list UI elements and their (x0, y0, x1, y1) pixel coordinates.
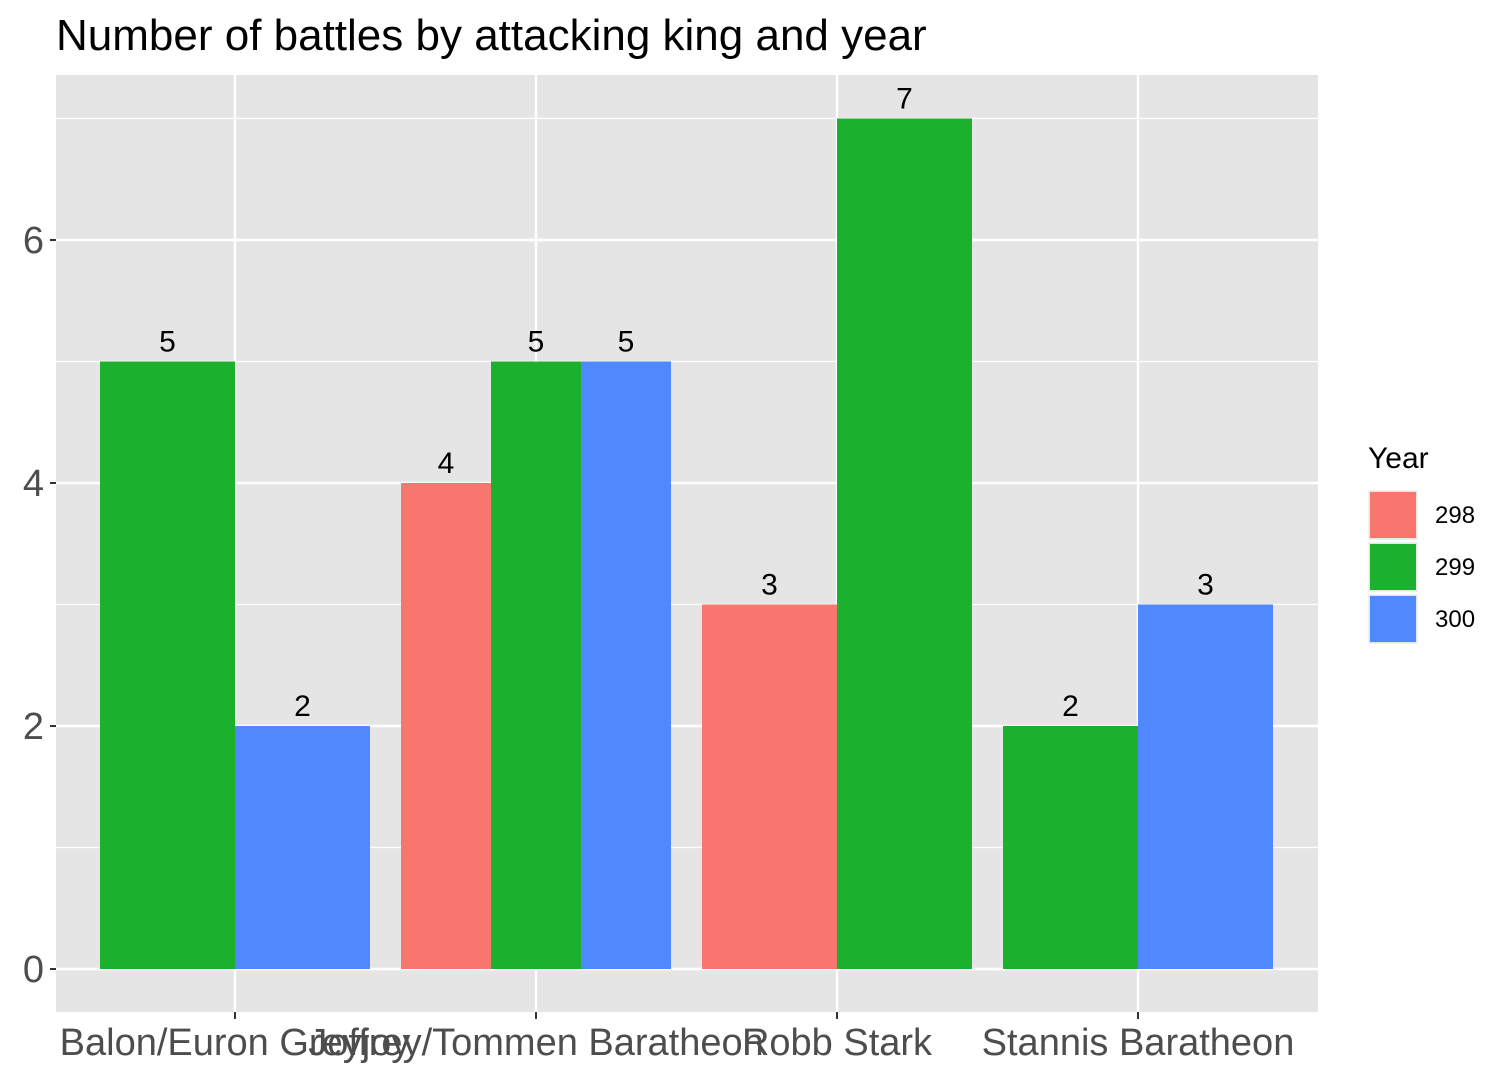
bar (491, 361, 581, 969)
chart-title: Number of battles by attacking king and … (56, 11, 927, 60)
legend-label: 298 (1435, 502, 1475, 529)
legend-swatch (1370, 492, 1416, 538)
bar-labels: 5 2 4 5 5 3 7 2 3 (159, 83, 1214, 724)
y-tick-label: 4 (23, 463, 44, 505)
legend: Year 298 299 300 (1367, 442, 1475, 645)
bar-value-label: 4 (438, 447, 455, 480)
bar (581, 361, 671, 969)
bar (837, 118, 972, 969)
bar-value-label: 5 (618, 326, 635, 359)
y-axis: 0 2 4 6 (23, 220, 56, 991)
legend-label: 300 (1435, 606, 1475, 633)
x-tick-label: Joffrey/Tommen Baratheon (308, 1022, 764, 1064)
bar (401, 483, 491, 969)
bar-value-label: 5 (159, 326, 176, 359)
bar (1003, 726, 1138, 969)
bars (100, 118, 1273, 969)
legend-title: Year (1368, 442, 1429, 475)
bar (100, 361, 235, 969)
bar (235, 726, 370, 969)
legend-swatch (1370, 596, 1416, 642)
x-tick-label: Balon/Euron Greyjoy (60, 1022, 411, 1064)
bar-value-label: 2 (1062, 690, 1079, 723)
bar-value-label: 5 (528, 326, 545, 359)
bar-value-label: 7 (896, 83, 913, 116)
y-tick-label: 6 (23, 220, 44, 262)
bar-value-label: 3 (1197, 569, 1214, 602)
y-tick-label: 2 (23, 706, 44, 748)
legend-swatch (1370, 544, 1416, 590)
x-tick-label: Robb Stark (742, 1022, 933, 1064)
bar-value-label: 3 (761, 569, 778, 602)
bar (1138, 604, 1273, 969)
legend-label: 299 (1435, 554, 1475, 581)
bar-value-label: 2 (294, 690, 311, 723)
y-tick-label: 0 (23, 949, 44, 991)
x-tick-label: Stannis Baratheon (982, 1022, 1295, 1064)
bar (702, 604, 837, 969)
